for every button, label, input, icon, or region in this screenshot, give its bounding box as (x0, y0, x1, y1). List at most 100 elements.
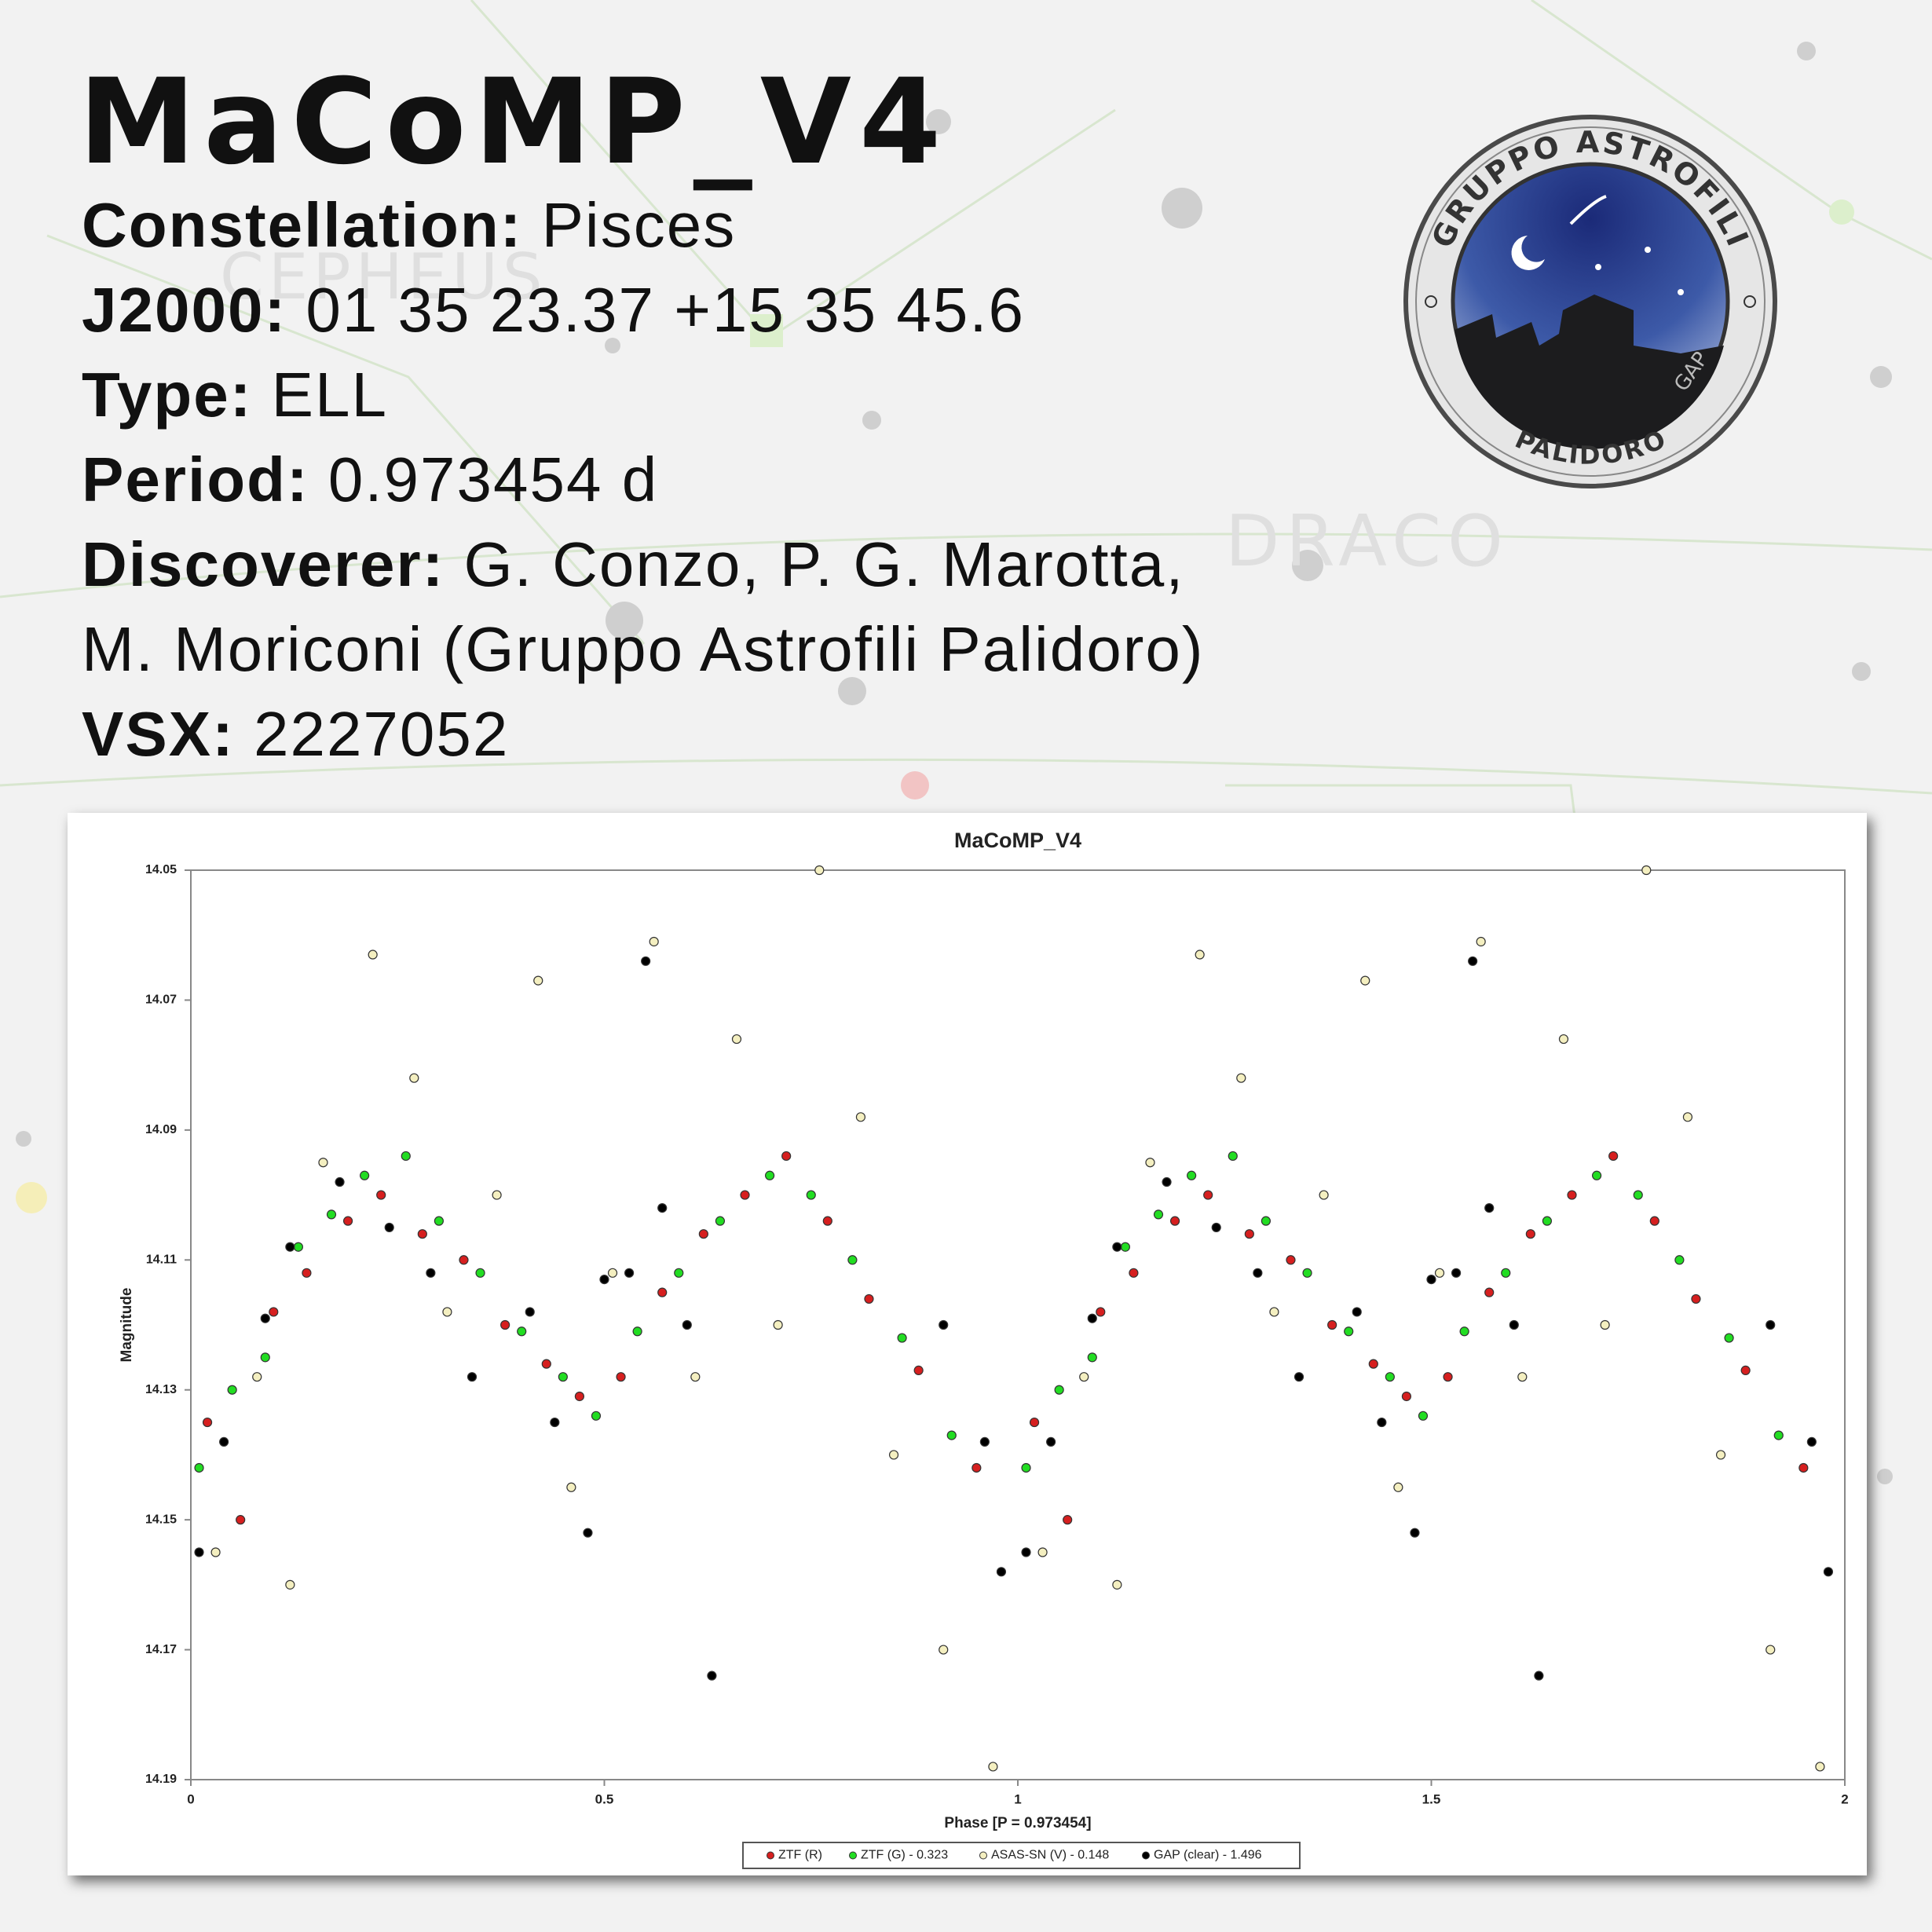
data-point (888, 1450, 899, 1460)
y-tick-label: 14.05 (145, 863, 177, 876)
data-point (657, 1287, 668, 1297)
data-point (541, 1359, 551, 1369)
page-title: MaCoMP_V4 (79, 54, 949, 191)
x-tick-label: 0 (187, 1791, 194, 1806)
data-point (376, 1190, 386, 1200)
data-point (1434, 1268, 1445, 1278)
info-fields: Constellation: Pisces J2000: 01 35 23.37 … (82, 190, 1205, 769)
data-point (194, 1547, 204, 1557)
data-point (1534, 1670, 1544, 1681)
data-point (1674, 1255, 1685, 1265)
data-point (1377, 1417, 1387, 1428)
data-point (1443, 1372, 1453, 1382)
series (210, 865, 1825, 1772)
data-point (698, 1229, 708, 1239)
data-point (1649, 1216, 1659, 1226)
data-point (194, 1462, 204, 1473)
data-point (302, 1268, 312, 1278)
info-line: M. Moriconi (Gruppo Astrofili Palidoro) (82, 614, 1205, 684)
data-point (1600, 1319, 1610, 1330)
data-point (417, 1229, 427, 1239)
y-tick-label: 14.07 (145, 993, 177, 1007)
data-point (939, 1645, 949, 1655)
data-point (1815, 1762, 1825, 1772)
data-point (1261, 1216, 1272, 1226)
field-value: 0.973454 d (328, 445, 658, 514)
data-point (533, 975, 543, 986)
field-value: ELL (272, 360, 388, 430)
data-point (1468, 956, 1478, 966)
data-point (1046, 1436, 1056, 1447)
data-point (401, 1151, 411, 1162)
data-point (1393, 1482, 1403, 1492)
data-point (971, 1462, 982, 1473)
data-point (740, 1190, 750, 1200)
data-point (1633, 1190, 1643, 1200)
data-point (1169, 1216, 1180, 1226)
y-axis-label: Magnitude (119, 1288, 135, 1363)
legend-marker (1142, 1851, 1150, 1860)
data-point (260, 1313, 270, 1323)
data-point (492, 1190, 502, 1200)
data-point (1360, 975, 1370, 986)
data-point (219, 1436, 229, 1447)
data-point (1591, 1170, 1602, 1180)
data-point (847, 1255, 858, 1265)
data-point (227, 1385, 237, 1395)
field-label: Period: (82, 445, 309, 514)
data-point (1724, 1333, 1734, 1343)
map-label: CEPHEUS (220, 240, 547, 313)
data-point (690, 1372, 701, 1382)
field-value: G. Conzo, P. G. Marotta, (463, 529, 1184, 599)
data-point (657, 1203, 668, 1213)
star-map (0, 0, 1932, 1100)
data-point (641, 956, 651, 966)
data-point (1120, 1242, 1130, 1252)
data-point (1037, 1547, 1048, 1557)
data-point (1484, 1287, 1495, 1297)
data-point (566, 1482, 576, 1492)
data-point (1410, 1528, 1420, 1538)
data-point (550, 1417, 560, 1428)
data-point (1525, 1229, 1535, 1239)
data-point (1509, 1319, 1519, 1330)
data-point (1368, 1359, 1378, 1369)
info-line: VSX: 2227052 (82, 699, 509, 769)
data-point (1608, 1151, 1619, 1162)
legend-label: ASAS-SN (V) - 0.148 (991, 1849, 1109, 1862)
data-point (1187, 1170, 1197, 1180)
data-point (442, 1307, 452, 1317)
data-point (1715, 1450, 1726, 1460)
data-point (360, 1170, 370, 1180)
data-point (1682, 1112, 1693, 1122)
info-line: J2000: 01 35 23.37 +15 35 45.6 (82, 275, 1025, 345)
data-point (285, 1579, 295, 1590)
x-tick-label: 1 (1014, 1791, 1021, 1806)
data-point (426, 1268, 436, 1278)
series (194, 956, 1834, 1681)
data-point (1426, 1274, 1436, 1285)
y-tick-label: 14.11 (146, 1253, 177, 1267)
data-point (1484, 1203, 1495, 1213)
data-point (583, 1528, 593, 1538)
data-point (459, 1255, 469, 1265)
stars (16, 42, 1893, 1484)
data-point (1269, 1307, 1279, 1317)
data-point (1112, 1242, 1122, 1252)
data-point (318, 1158, 328, 1168)
legend-label: ZTF (R) (778, 1849, 822, 1862)
data-point (409, 1073, 419, 1083)
data-point (996, 1567, 1007, 1577)
series (194, 1151, 1784, 1473)
data-point (1253, 1268, 1263, 1278)
data-point (1211, 1222, 1221, 1233)
field-value: Pisces (542, 190, 737, 260)
data-point (814, 865, 825, 876)
data-point (1145, 1158, 1155, 1168)
data-point (1385, 1372, 1395, 1382)
data-point (649, 936, 659, 947)
x-tick-label: 0.5 (595, 1791, 614, 1806)
data-point (1798, 1462, 1809, 1473)
data-point (855, 1112, 866, 1122)
